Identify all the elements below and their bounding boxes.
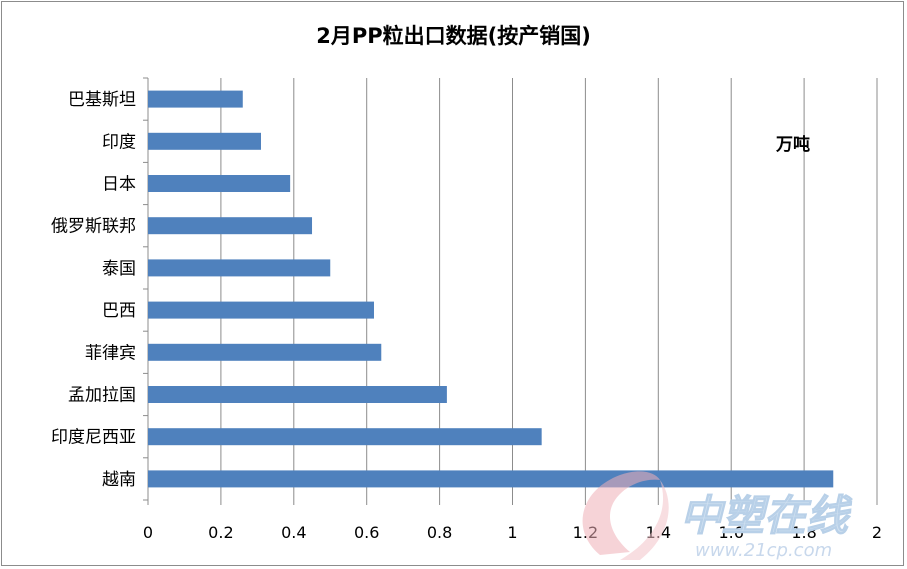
- category-label: 巴西: [102, 301, 136, 321]
- watermark-logo: 中塑在线 www.21cp.com: [582, 471, 854, 561]
- category-label: 印度尼西亚: [51, 428, 136, 448]
- x-tick-label: 0.2: [208, 523, 233, 542]
- x-tick-label: 0.8: [427, 523, 452, 542]
- x-tick-label: 2: [872, 523, 882, 542]
- category-label: 印度: [102, 132, 136, 152]
- category-label: 菲律宾: [85, 343, 136, 363]
- chart-title: 2月PP粒出口数据(按产销国): [316, 24, 591, 48]
- bar: [148, 343, 382, 361]
- bar: [148, 90, 243, 108]
- bar: [148, 217, 313, 235]
- x-tick-label: 0.6: [354, 523, 379, 542]
- watermark-url: www.21cp.com: [695, 540, 832, 561]
- category-label: 日本: [102, 175, 136, 195]
- category-label: 巴基斯坦: [68, 90, 136, 110]
- x-tick-label: 0.4: [281, 523, 306, 542]
- category-label: 孟加拉国: [68, 386, 136, 406]
- x-tick-label: 1.8: [791, 523, 816, 542]
- category-label: 俄罗斯联邦: [51, 217, 136, 237]
- category-label: 泰国: [102, 259, 136, 279]
- x-tick-label: 1.6: [718, 523, 743, 542]
- category-label: 越南: [102, 470, 136, 490]
- watermark-swirl-icon: [582, 471, 660, 555]
- x-tick-label: 1: [507, 523, 517, 542]
- bar: [148, 301, 374, 319]
- unit-label: 万吨: [776, 135, 810, 155]
- bar: [148, 386, 447, 403]
- bar: [148, 175, 291, 192]
- bar: [148, 259, 331, 277]
- x-tick-label: 0: [143, 523, 153, 542]
- watermark-text: 中塑在线: [680, 491, 853, 540]
- bar: [148, 132, 261, 150]
- bar: [148, 428, 542, 446]
